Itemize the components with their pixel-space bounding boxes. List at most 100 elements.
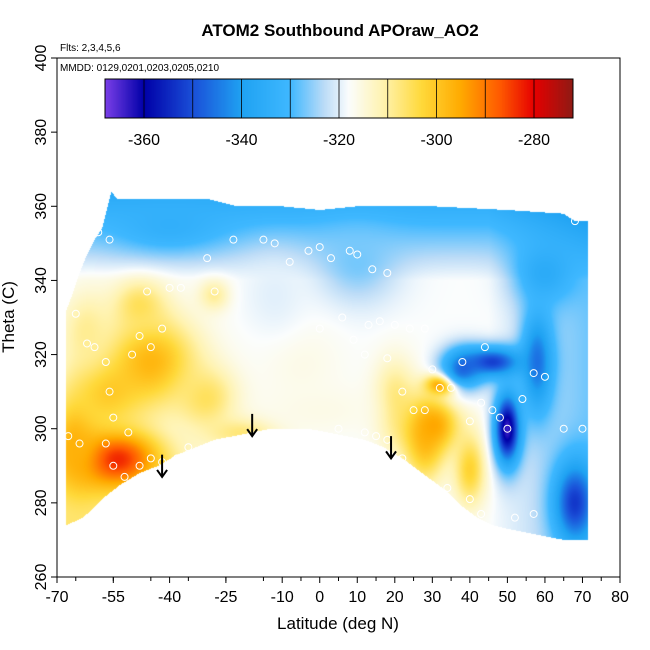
sample-point: [146, 454, 155, 463]
sample-point: [94, 228, 103, 237]
sample-point: [570, 217, 579, 226]
colorbar-tick-label: -300: [420, 132, 452, 149]
sample-point: [135, 332, 144, 341]
x-tick-label: 60: [536, 589, 554, 606]
sample-point: [465, 495, 474, 504]
x-tick-label: 80: [611, 589, 629, 606]
sample-point: [75, 439, 84, 448]
sample-point: [135, 461, 144, 470]
sample-point: [488, 406, 497, 415]
sample-point: [518, 395, 527, 404]
sample-point: [428, 365, 437, 374]
sample-point: [334, 424, 343, 433]
colorbar-tick-label: -360: [128, 132, 160, 149]
sample-point: [128, 350, 137, 359]
colorbar-tick-label: -320: [323, 132, 355, 149]
sample-point: [353, 250, 362, 259]
sample-point: [405, 324, 414, 333]
x-tick-label: -70: [45, 589, 68, 606]
y-axis-label: Theta (C): [0, 281, 18, 353]
sample-point: [270, 239, 279, 248]
sample-point: [64, 432, 73, 441]
sample-point: [383, 354, 392, 363]
sample-point: [477, 398, 486, 407]
sample-point: [158, 324, 167, 333]
sample-point: [465, 417, 474, 426]
sample-point: [143, 287, 152, 296]
x-axis: -70 -55 -40 -25 -10 0 10 20 30 40 50 60 70 80: [45, 577, 629, 606]
sample-point: [326, 254, 335, 263]
sample-point: [495, 413, 504, 422]
sample-point: [372, 432, 381, 441]
sample-point: [443, 484, 452, 493]
sample-point: [368, 265, 377, 274]
sample-point: [176, 283, 185, 292]
sample-point: [447, 383, 456, 392]
sample-point: [360, 350, 369, 359]
y-tick-label: 340: [33, 267, 50, 294]
sample-point: [120, 472, 129, 481]
y-tick-label: 380: [33, 119, 50, 146]
profile-arrow-head: [385, 450, 397, 461]
sample-point: [349, 335, 358, 344]
sample-point: [529, 509, 538, 518]
sample-point: [101, 439, 110, 448]
x-tick-label: -55: [102, 589, 125, 606]
sample-point: [109, 461, 118, 470]
sample-point: [409, 406, 418, 415]
chart-title: ATOM2 Southbound APOraw_AO2: [201, 21, 478, 40]
x-tick-label: 50: [499, 589, 517, 606]
y-axis: 260 280 300 320 340 360 380 400: [33, 45, 57, 590]
y-tick-label: 320: [33, 341, 50, 368]
profile-arrow-head: [246, 428, 258, 438]
sample-point: [390, 320, 399, 329]
x-tick-label: 30: [423, 589, 441, 606]
sample-points: [64, 217, 587, 522]
sample-point: [165, 283, 174, 292]
sample-point: [184, 443, 193, 452]
sample-point: [420, 324, 429, 333]
sample-point: [480, 343, 489, 352]
sample-point: [105, 387, 114, 396]
sample-point: [345, 246, 354, 255]
sample-point: [315, 324, 324, 333]
sample-point: [540, 372, 549, 381]
colorbar-breaks: [143, 79, 535, 118]
sample-point: [229, 235, 238, 244]
sample-point: [71, 309, 80, 318]
sample-point: [203, 254, 212, 263]
sample-point: [146, 343, 155, 352]
sample-point: [304, 246, 313, 255]
sample-point: [529, 369, 538, 378]
sample-point: [173, 454, 182, 463]
sample-point: [383, 269, 392, 278]
sample-point: [105, 235, 114, 244]
sample-point: [210, 287, 219, 296]
colorbar-frame: [104, 78, 574, 119]
x-axis-label: Latitude (deg N): [277, 614, 399, 633]
x-tick-label: 70: [574, 589, 592, 606]
x-tick-label: -10: [271, 589, 294, 606]
sample-point: [398, 387, 407, 396]
profile-arrow-head: [156, 469, 168, 479]
sample-point: [578, 424, 587, 433]
x-tick-label: -25: [214, 589, 237, 606]
y-tick-label: 280: [33, 489, 50, 516]
flights-note: Flts: 2,3,4,5,6: [60, 43, 121, 54]
sample-point: [477, 509, 486, 518]
sample-point: [338, 313, 347, 322]
x-tick-label: -40: [158, 589, 181, 606]
y-tick-label: 400: [33, 45, 50, 72]
sample-point: [435, 383, 444, 392]
sample-point: [259, 235, 268, 244]
x-tick-label: 10: [348, 589, 366, 606]
sample-point: [124, 428, 133, 437]
sample-point: [90, 343, 99, 352]
sample-point: [458, 357, 467, 366]
x-tick-label: 0: [315, 589, 324, 606]
x-tick-label: 40: [461, 589, 479, 606]
profile-arrows: [156, 413, 397, 479]
sample-point: [109, 413, 118, 422]
sample-point: [510, 513, 519, 522]
